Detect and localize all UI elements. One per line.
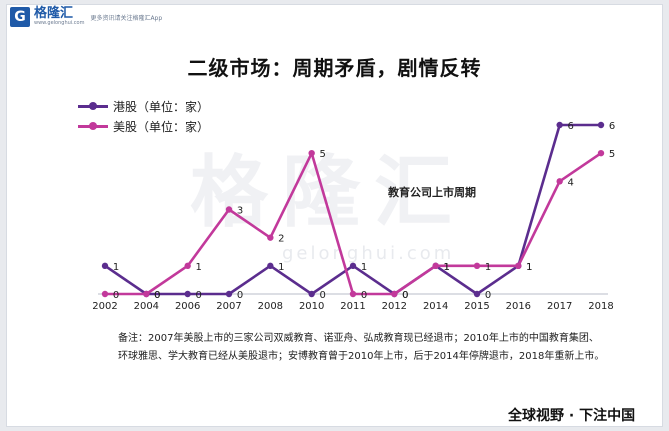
legend-swatch-us [78, 121, 108, 131]
data-point-s1-6 [349, 290, 357, 298]
gelonghui-logo-icon: G [10, 7, 30, 27]
data-label-s0-0: 1 [113, 262, 119, 273]
chart-frame [6, 4, 663, 427]
legend-item-us: 美股（单位：家） [78, 116, 209, 136]
data-point-s1-2 [184, 262, 191, 270]
data-point-s1-11 [556, 178, 563, 185]
data-point-s0-2 [184, 290, 191, 298]
x-tick-label-3: 2007 [216, 301, 241, 312]
brand-logo: G 格隆汇 www.gelonghui.com 更多资讯请关注格隆汇App [10, 7, 162, 27]
data-label-s1-9: 1 [485, 262, 491, 273]
legend-swatch-hk [78, 101, 108, 111]
data-point-s0-9 [473, 290, 481, 298]
data-point-s1-10 [515, 262, 522, 270]
x-tick-label-5: 2010 [299, 301, 324, 312]
data-label-s1-3: 3 [237, 206, 243, 217]
legend-item-hk: 港股（单位：家） [78, 96, 209, 116]
data-label-s1-0: 0 [113, 290, 119, 301]
data-label-s0-7: 0 [402, 290, 408, 301]
brand-url: www.gelonghui.com [34, 20, 85, 26]
data-label-s1-6: 0 [361, 290, 367, 301]
chart-title: 二级市场：周期矛盾，剧情反转 [187, 56, 482, 80]
data-label-s0-9: 0 [485, 290, 491, 301]
legend-label-hk: 港股（单位：家） [113, 99, 210, 114]
x-tick-label-6: 2011 [340, 301, 365, 312]
x-tick-label-1: 2004 [134, 301, 159, 312]
data-point-s0-0 [101, 262, 109, 270]
x-ticks-layer: 2002 2004 2006 2007 2008 2010 2011 2012 2014 2015… [92, 301, 613, 312]
brand-name: 格隆汇 [34, 6, 74, 21]
chart-legend: 港股（单位：家） 美股（单位：家） [78, 96, 209, 136]
data-label-s1-4: 2 [278, 234, 284, 245]
data-point-s1-5 [308, 149, 315, 157]
chart-note: 备注：2007年美股上市的三家公司双威教育、诺亚舟、弘成教育现已经退市；2010… [118, 330, 618, 366]
data-label-s1-12: 5 [609, 149, 615, 160]
x-tick-label-4: 2008 [258, 301, 283, 312]
footer-slogan: 全球视野 · 下注中国 [508, 408, 636, 424]
data-label-s1-10: 1 [526, 262, 532, 273]
x-tick-label-12: 2018 [588, 301, 613, 312]
data-point-s1-9 [473, 262, 481, 270]
brand-text: 格隆汇 www.gelonghui.com [34, 7, 84, 27]
data-point-s0-6 [349, 262, 357, 270]
data-label-s1-8: 1 [443, 262, 449, 273]
data-label-s0-2: 0 [195, 290, 201, 301]
data-point-s0-3 [225, 290, 233, 298]
data-label-s0-8: 1 [443, 262, 449, 273]
note-line-2: 环球雅思、学大教育已经从美股退市；安博教育曾于2010年上市，后于2014年停牌… [118, 351, 605, 362]
data-point-s1-0 [101, 290, 109, 298]
data-point-s1-4 [267, 234, 274, 241]
series-layer [101, 121, 605, 298]
data-label-s0-6: 1 [361, 262, 367, 273]
data-point-s1-7 [391, 290, 398, 298]
data-point-s1-1 [143, 290, 150, 298]
chart-annotation: 教育公司上市周期 [388, 186, 476, 199]
data-point-s0-4 [267, 262, 274, 270]
x-tick-label-9: 2015 [464, 301, 489, 312]
brand-tagline: 更多资讯请关注格隆汇App [90, 14, 163, 22]
data-label-s0-1: 0 [154, 290, 160, 301]
note-line-1: 备注：2007年美股上市的三家公司双威教育、诺亚舟、弘成教育现已经退市；2010… [118, 333, 599, 344]
x-tick-label-11: 2017 [547, 301, 572, 312]
x-tick-label-2: 2006 [175, 301, 200, 312]
data-label-s1-7: 0 [402, 290, 408, 301]
legend-label-us: 美股（单位：家） [113, 119, 210, 134]
data-label-s0-12: 6 [609, 121, 615, 132]
data-label-s0-4: 1 [278, 262, 284, 273]
data-point-s1-3 [225, 206, 233, 213]
data-point-s0-5 [308, 290, 315, 298]
x-tick-label-0: 2002 [92, 301, 117, 312]
data-label-s0-3: 0 [237, 290, 243, 301]
data-point-s1-8 [432, 262, 439, 270]
data-point-s1-12 [597, 149, 605, 157]
x-tick-label-10: 2016 [506, 301, 531, 312]
data-label-s0-5: 0 [319, 290, 325, 301]
x-tick-label-7: 2012 [382, 301, 407, 312]
data-point-s0-12 [597, 121, 605, 129]
data-label-s0-10: 1 [526, 262, 532, 273]
x-tick-label-8: 2014 [423, 301, 448, 312]
data-label-s1-11: 4 [567, 177, 573, 188]
data-label-s1-2: 1 [195, 262, 201, 273]
data-point-s0-11 [556, 121, 563, 129]
data-label-s1-1: 0 [154, 290, 160, 301]
data-label-s1-5: 5 [319, 149, 325, 160]
series-line-1 [105, 151, 602, 296]
data-label-s0-11: 6 [567, 121, 573, 132]
